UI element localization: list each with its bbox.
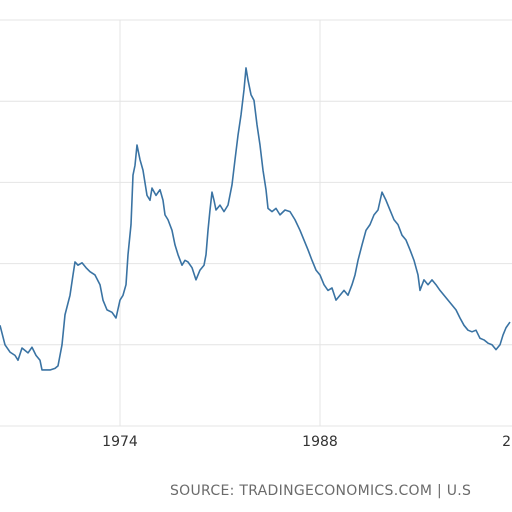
data-line: [0, 67, 511, 371]
x-tick-label: 1974: [102, 434, 138, 450]
x-tick-label: 1988: [302, 434, 338, 450]
source-note: SOURCE: TRADINGECONOMICS.COM | U.S: [170, 483, 471, 499]
x-tick-label: 2002: [502, 434, 512, 450]
